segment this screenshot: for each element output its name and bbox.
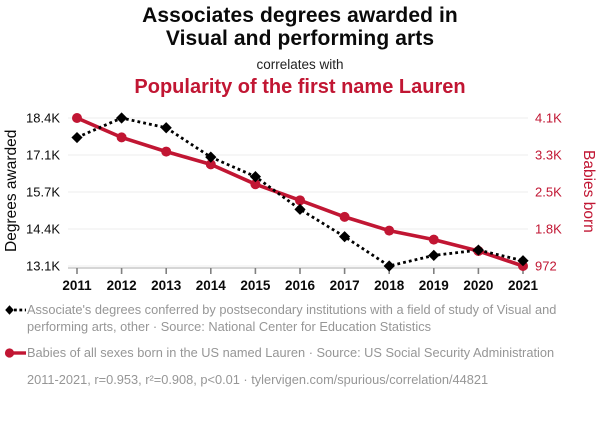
svg-text:2021: 2021 (508, 278, 539, 293)
svg-text:972: 972 (535, 259, 557, 274)
svg-text:2014: 2014 (196, 278, 227, 293)
svg-text:2011: 2011 (62, 278, 92, 293)
right-axis-label: Babies born (580, 149, 597, 233)
svg-text:2017: 2017 (330, 278, 360, 293)
svg-text:2019: 2019 (419, 278, 449, 293)
legend-row-lauren: Babies of all sexes born in the US named… (3, 344, 597, 361)
plot-area: 18.4K 4.1K 17.1K 3.3K 15.7K 2.5K 14.4K 1.8K 13.1… (26, 111, 562, 294)
stats-footer: 2011-2021, r=0.953, r²=0.908, p<0.01 · t… (27, 372, 489, 387)
svg-text:2013: 2013 (151, 278, 182, 293)
correlates-with-label: correlates with (256, 57, 344, 72)
chart-title-line1: Associates degrees awarded in (142, 4, 458, 27)
svg-text:2016: 2016 (285, 278, 316, 293)
svg-text:2.5K: 2.5K (535, 185, 562, 200)
svg-text:2020: 2020 (463, 278, 493, 293)
chart-title-line2: Visual and performing arts (165, 27, 435, 50)
svg-text:3.3K: 3.3K (535, 148, 562, 163)
legend-label-degrees: Associate's degrees conferred by postsec… (27, 302, 557, 334)
svg-text:18.4K: 18.4K (26, 111, 60, 126)
svg-text:2018: 2018 (374, 278, 405, 293)
svg-text:17.1K: 17.1K (26, 148, 60, 163)
svg-text:14.4K: 14.4K (26, 222, 60, 237)
solid-circle-series-icon (4, 348, 26, 358)
dashed-diamond-series-icon (5, 305, 26, 315)
svg-text:4.1K: 4.1K (535, 111, 562, 126)
chart-legend: Associate's degrees conferred by postsec… (3, 301, 597, 388)
svg-text:2012: 2012 (107, 278, 137, 293)
svg-text:1.8K: 1.8K (535, 222, 562, 237)
svg-text:13.1K: 13.1K (26, 259, 60, 274)
svg-text:2015: 2015 (240, 278, 271, 293)
legend-row-degrees: Associate's degrees conferred by postsec… (3, 301, 597, 335)
svg-text:15.7K: 15.7K (26, 185, 60, 200)
chart-header: Associates degrees awarded in Visual and… (0, 4, 600, 99)
legend-label-lauren: Babies of all sexes born in the US named… (27, 345, 555, 360)
chart-subtitle: Popularity of the first name Lauren (134, 76, 466, 98)
